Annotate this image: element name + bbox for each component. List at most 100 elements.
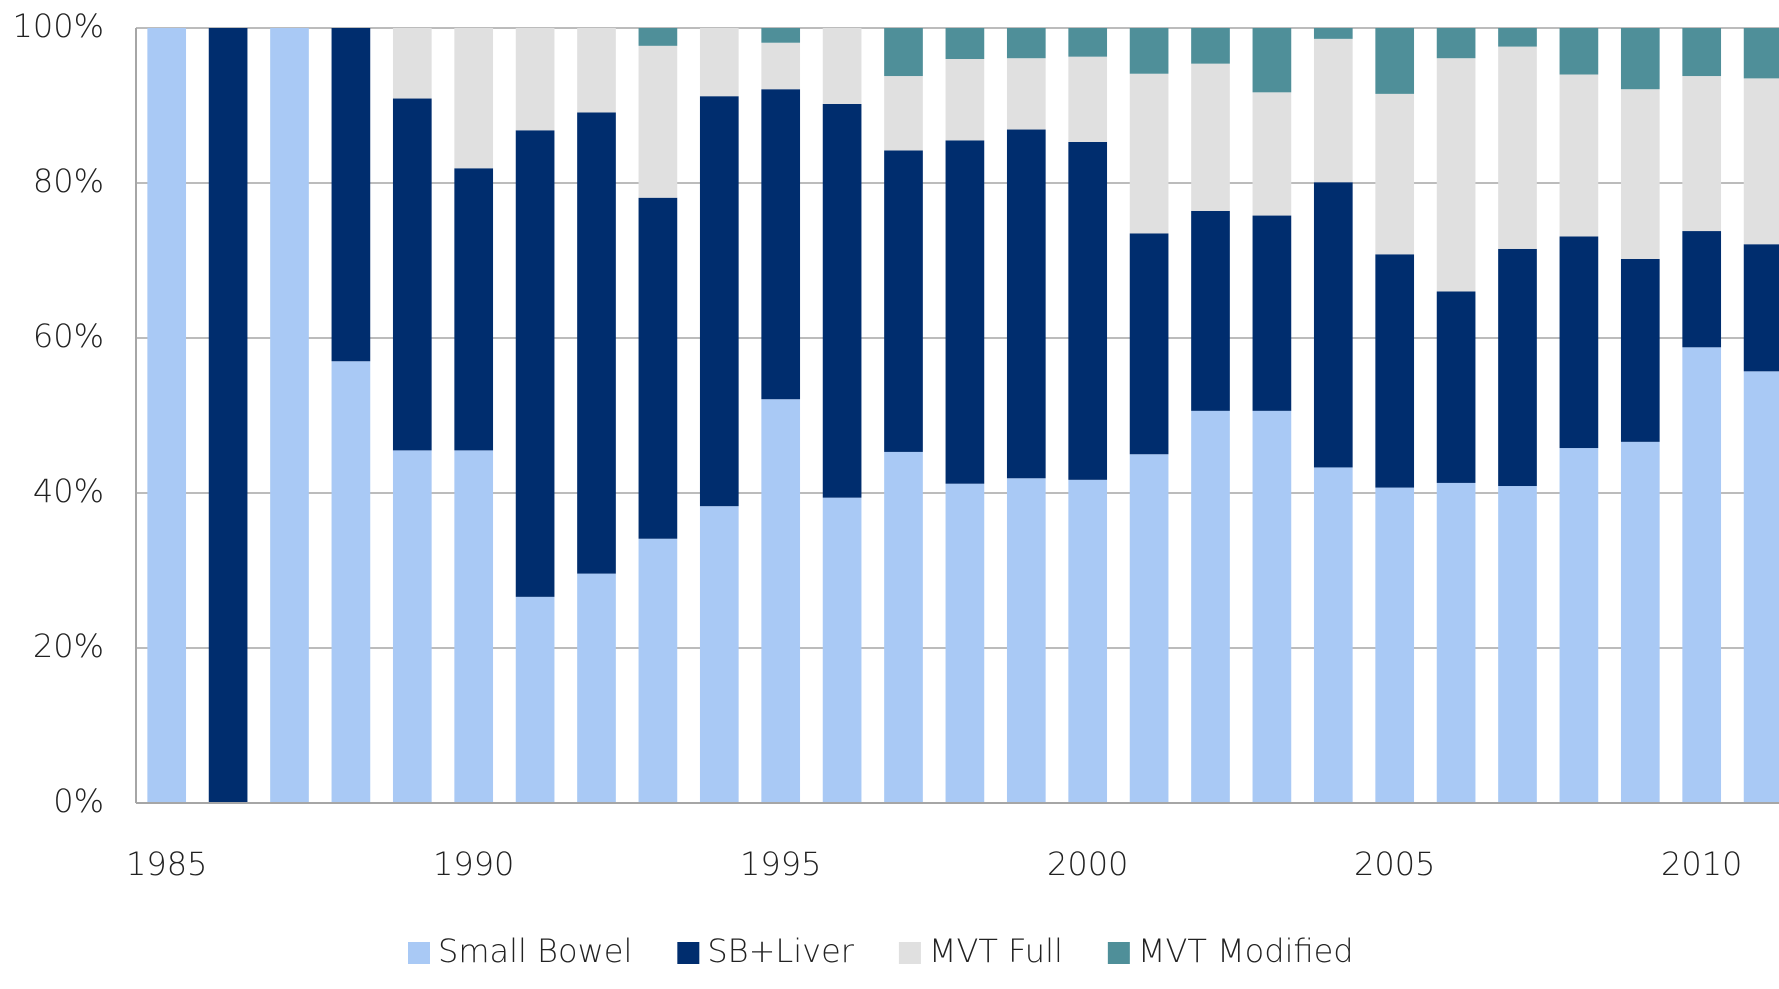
bar-segment bbox=[1129, 28, 1169, 74]
bar-segment bbox=[454, 450, 494, 803]
bar-segment bbox=[1252, 28, 1292, 93]
bar-segment bbox=[1436, 28, 1476, 59]
bar-segment bbox=[699, 506, 739, 803]
bar-segment bbox=[1559, 28, 1599, 75]
x-tick-label: 2000 bbox=[1047, 845, 1128, 883]
bar-segment bbox=[945, 59, 985, 141]
bar-segment bbox=[945, 140, 985, 484]
bar-segment bbox=[1436, 291, 1476, 483]
bar-segment bbox=[1252, 215, 1292, 411]
bar-segment bbox=[1436, 482, 1476, 803]
bar-segment bbox=[454, 168, 494, 451]
bar-segment bbox=[1375, 28, 1415, 94]
bar-segment bbox=[945, 483, 985, 803]
bar-segment bbox=[699, 28, 739, 97]
bar-segment bbox=[1743, 371, 1779, 803]
bar-segment bbox=[577, 112, 616, 574]
bar-segment bbox=[761, 28, 801, 43]
bar-segment bbox=[884, 150, 923, 452]
x-tick-label: 2010 bbox=[1661, 845, 1742, 883]
y-tick-label: 100% bbox=[13, 7, 104, 45]
bar-segment bbox=[761, 42, 801, 90]
bar-segment bbox=[515, 28, 555, 131]
bar-segment bbox=[638, 28, 678, 46]
bar-segment bbox=[1559, 74, 1599, 237]
bar-segment bbox=[1006, 478, 1046, 803]
bar-segment bbox=[1191, 410, 1230, 803]
bar-segment bbox=[1559, 236, 1599, 449]
bar-segment bbox=[1313, 467, 1353, 803]
bar-segment bbox=[515, 596, 555, 803]
bar-segment bbox=[577, 573, 616, 803]
bar-segment bbox=[822, 103, 862, 498]
bar-segment bbox=[1682, 231, 1722, 348]
bar-segment bbox=[1620, 28, 1660, 90]
x-tick-label: 1995 bbox=[740, 845, 821, 883]
x-tick-label: 2005 bbox=[1354, 845, 1435, 883]
x-tick-label: 1990 bbox=[433, 845, 514, 883]
bar-segment bbox=[392, 28, 432, 99]
bar-segment bbox=[1743, 244, 1779, 372]
y-tick-label: 80% bbox=[33, 162, 104, 200]
bar-segment bbox=[1498, 486, 1537, 803]
bar-segment bbox=[1313, 38, 1353, 183]
bar-segment bbox=[1620, 441, 1660, 803]
bar-segment bbox=[1375, 254, 1415, 488]
legend-label: MVT Modified bbox=[1138, 932, 1354, 970]
bar-segment bbox=[1068, 28, 1108, 57]
bar-segment bbox=[454, 28, 494, 169]
bar-segment bbox=[945, 28, 985, 59]
bar-segment bbox=[1129, 233, 1169, 455]
y-tick-label: 60% bbox=[33, 317, 104, 355]
bar-segment bbox=[822, 497, 862, 803]
bar-segment bbox=[1559, 448, 1599, 803]
bar-segment bbox=[884, 28, 923, 77]
bar-segment bbox=[1498, 46, 1537, 249]
bar-segment bbox=[1375, 93, 1415, 255]
bar-segment bbox=[392, 98, 432, 451]
bar-segment bbox=[1068, 56, 1108, 142]
bar-segment bbox=[1068, 479, 1108, 803]
bar-segment bbox=[1313, 182, 1353, 468]
bar-segment bbox=[208, 28, 248, 803]
y-tick-label: 0% bbox=[53, 782, 104, 820]
bar-segment bbox=[884, 76, 923, 151]
bar-segment bbox=[761, 399, 801, 803]
bar-segment bbox=[1682, 347, 1722, 803]
bar-segment bbox=[1252, 410, 1292, 803]
bar-segment bbox=[270, 28, 309, 803]
bar-segment bbox=[1191, 28, 1230, 64]
bar-segment bbox=[1375, 487, 1415, 803]
legend-label: SB+Liver bbox=[707, 932, 854, 970]
bar-segment bbox=[1006, 28, 1046, 59]
bar-segment bbox=[1620, 89, 1660, 259]
bar-segment bbox=[1682, 76, 1722, 232]
bar-segment bbox=[1006, 129, 1046, 479]
x-tick-label: 1985 bbox=[126, 845, 207, 883]
bar-segment bbox=[1620, 258, 1660, 442]
bar-segment bbox=[638, 538, 678, 803]
bar-segment bbox=[699, 96, 739, 507]
legend-swatch bbox=[898, 942, 921, 964]
y-tick-label: 20% bbox=[33, 627, 104, 665]
bar-segment bbox=[1006, 58, 1046, 130]
bar-segment bbox=[392, 450, 432, 803]
bar-segment bbox=[515, 130, 555, 597]
bar-segment bbox=[1191, 210, 1230, 411]
legend-swatch bbox=[677, 942, 700, 964]
legend-swatch bbox=[1107, 942, 1130, 964]
legend-label: Small Bowel bbox=[438, 932, 632, 970]
bar-segment bbox=[1743, 78, 1779, 245]
legend-swatch bbox=[408, 942, 430, 964]
bar-segment bbox=[638, 45, 678, 198]
bar-segment bbox=[1191, 63, 1230, 211]
bar-segment bbox=[1682, 28, 1722, 77]
bar-segment bbox=[1129, 454, 1169, 803]
bar-segment bbox=[331, 361, 371, 803]
bar-segment bbox=[1498, 248, 1537, 487]
bar-segment bbox=[331, 28, 371, 362]
bar-segment bbox=[1498, 28, 1537, 47]
bar-segment bbox=[1129, 73, 1169, 234]
bar-segment bbox=[1436, 58, 1476, 292]
